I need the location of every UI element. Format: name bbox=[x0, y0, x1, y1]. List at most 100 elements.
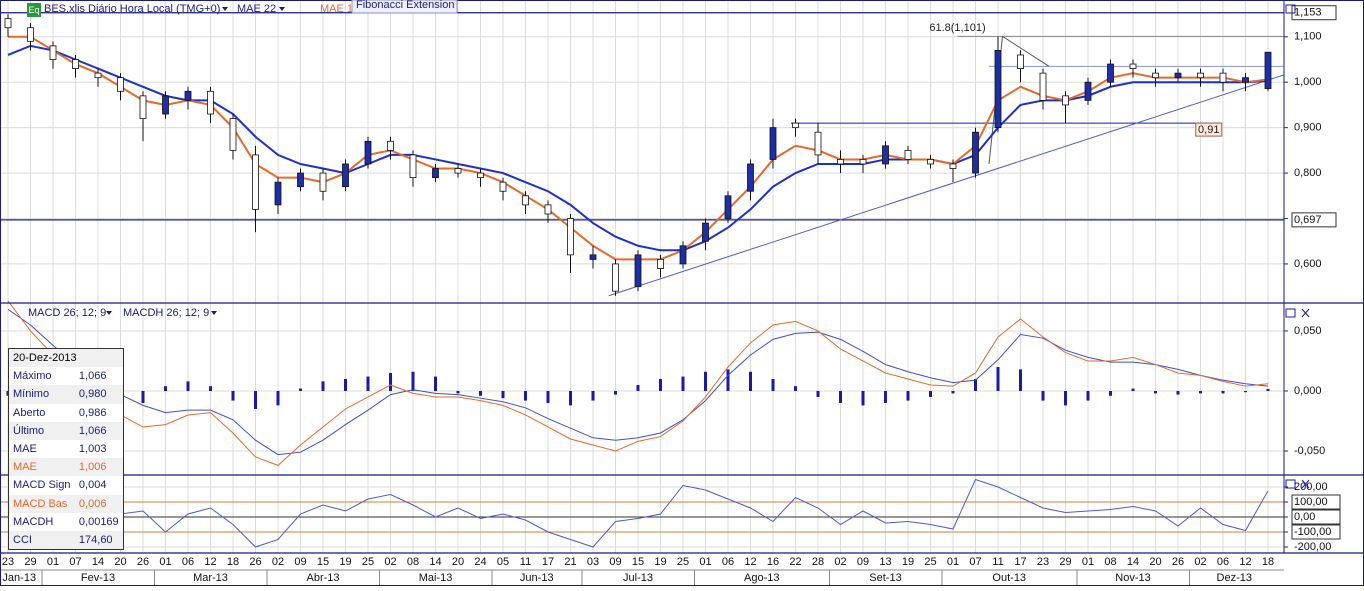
x-tick-label: 28 bbox=[812, 556, 824, 568]
info-value: 174,60 bbox=[74, 530, 124, 550]
info-label: MAE bbox=[8, 458, 75, 477]
candle-body bbox=[1107, 63, 1114, 83]
fibonacci-leg bbox=[988, 35, 1050, 165]
x-tick-label: 18 bbox=[227, 556, 239, 568]
x-tick-label: 14 bbox=[1127, 556, 1139, 568]
histogram-bar bbox=[389, 372, 392, 391]
info-label: Aberto bbox=[13, 406, 46, 419]
x-tick-label: 02 bbox=[1194, 556, 1206, 568]
chart-title[interactable]: BES.xlis Diário Hora Local (TMG+0) bbox=[44, 3, 220, 15]
x-tick-label: 26 bbox=[1172, 556, 1184, 568]
annotation-box[interactable] bbox=[351, 0, 458, 14]
x-tick-label: 24 bbox=[474, 556, 486, 568]
histogram-bar bbox=[681, 376, 685, 391]
candle-body bbox=[634, 254, 642, 288]
x-tick-label: 19 bbox=[654, 556, 666, 568]
histogram-bar bbox=[1041, 390, 1045, 401]
y-tick-label: 0,00 bbox=[1294, 511, 1315, 523]
legend-entry[interactable]: MAE 13 bbox=[320, 3, 359, 15]
candle-body bbox=[454, 168, 462, 174]
dropdown-icons bbox=[106, 7, 285, 315]
x-tick-label: 18 bbox=[1262, 556, 1274, 568]
candle-body bbox=[229, 118, 237, 151]
level-label: 1,153 bbox=[1294, 7, 1322, 19]
histogram-bar bbox=[1019, 369, 1022, 391]
legend-entry[interactable]: MAE 22 bbox=[237, 3, 276, 15]
x-tick-label: 25 bbox=[677, 556, 689, 568]
x-tick-label: 05 bbox=[497, 556, 509, 568]
tick-label-box bbox=[1291, 494, 1341, 510]
dropdown-icon[interactable] bbox=[211, 311, 217, 315]
candle-body bbox=[432, 168, 439, 179]
info-row: MACD Bas 0,006 bbox=[8, 494, 124, 513]
x-tick-label: 29 bbox=[24, 556, 36, 568]
histogram-bar bbox=[816, 390, 820, 397]
x-tick-label: 01 bbox=[699, 556, 711, 568]
x-tick-label: 20 bbox=[114, 556, 126, 568]
close-button[interactable] bbox=[1301, 308, 1310, 318]
candle-body bbox=[1017, 54, 1024, 69]
candle-body bbox=[139, 95, 147, 119]
legend-entry[interactable]: MACD 26; 12; 9 bbox=[28, 307, 106, 319]
candle-body bbox=[207, 90, 214, 115]
dropdown-icon[interactable] bbox=[279, 7, 285, 11]
candle-body bbox=[342, 163, 349, 188]
y-tick-label: 0,900 bbox=[1294, 122, 1322, 134]
candle-body bbox=[252, 154, 259, 210]
maximize-button[interactable] bbox=[1285, 4, 1296, 14]
indicator-line bbox=[7, 300, 1269, 466]
legend-entry[interactable]: MACDH 26; 12; 9 bbox=[123, 307, 209, 319]
x-tick-label: 23 bbox=[1037, 556, 1049, 568]
y-tick-label: 1,100 bbox=[1294, 31, 1322, 43]
month-label: Jun-13 bbox=[520, 572, 554, 584]
histogram-bar bbox=[344, 378, 347, 391]
candle-body bbox=[4, 18, 12, 29]
info-date: 20-Dez-2013 bbox=[8, 348, 124, 368]
candle-body bbox=[499, 181, 507, 192]
candle-body bbox=[1264, 51, 1272, 89]
histogram-bar bbox=[569, 390, 572, 406]
dropdown-icon[interactable] bbox=[222, 7, 228, 11]
candle-body bbox=[814, 131, 822, 156]
trendline bbox=[608, 74, 1284, 297]
x-tick-label: 17 bbox=[1014, 556, 1026, 568]
window-controls bbox=[1285, 4, 1310, 489]
x-tick-label: 01 bbox=[47, 556, 59, 568]
x-tick-label: 02 bbox=[834, 556, 846, 568]
x-tick-label: 29 bbox=[1059, 556, 1071, 568]
x-tick-label: 20 bbox=[452, 556, 464, 568]
candle-body bbox=[567, 218, 574, 256]
info-row: MACDH 0,00169 bbox=[9, 513, 124, 531]
histogram-bar bbox=[726, 369, 730, 391]
info-value: 1,066 bbox=[74, 421, 124, 440]
histogram-bar bbox=[456, 390, 460, 394]
x-tick-label: 06 bbox=[1217, 556, 1229, 568]
candle-body bbox=[94, 72, 102, 79]
histogram-bar bbox=[1199, 390, 1202, 394]
histogram-bar bbox=[929, 390, 932, 397]
info-label: CCI bbox=[8, 530, 75, 550]
candle-body bbox=[1242, 77, 1249, 83]
info-row: Máximo 1,066 bbox=[9, 367, 124, 385]
x-tick-label: 09 bbox=[609, 556, 621, 568]
candle-body bbox=[589, 254, 597, 260]
support-label-box bbox=[1195, 122, 1223, 137]
x-tick-label: 19 bbox=[902, 556, 914, 568]
month-label: Dez-13 bbox=[1217, 572, 1252, 584]
close-button[interactable] bbox=[1301, 479, 1310, 489]
histogram-bar bbox=[1086, 390, 1090, 401]
maximize-button[interactable] bbox=[1285, 479, 1296, 489]
tick-label-box bbox=[1291, 509, 1341, 525]
histogram-bar bbox=[1176, 390, 1180, 395]
level-label-box bbox=[1291, 212, 1337, 228]
x-tick-label: 08 bbox=[1104, 556, 1116, 568]
month-label: Fev-13 bbox=[81, 572, 115, 584]
histogram-bar bbox=[411, 371, 415, 391]
annotation-label[interactable]: Fibonacci Extension bbox=[356, 0, 454, 11]
x-tick-label: 25 bbox=[362, 556, 374, 568]
maximize-button[interactable] bbox=[1285, 308, 1296, 318]
candle-body bbox=[859, 159, 867, 165]
x-tick-label: 12 bbox=[204, 556, 216, 568]
dropdown-icon[interactable] bbox=[106, 311, 112, 315]
